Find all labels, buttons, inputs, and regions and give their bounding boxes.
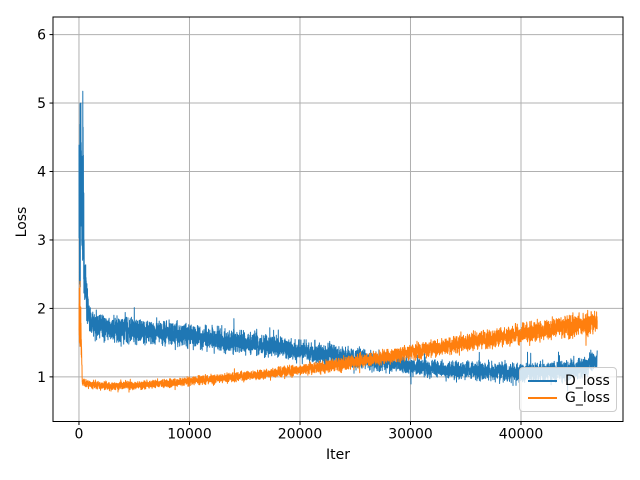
x-axis-label: Iter bbox=[326, 447, 350, 463]
legend-label-d-loss: D_loss bbox=[565, 372, 610, 389]
y-tick-label: 1 bbox=[37, 370, 46, 386]
y-tick-label: 3 bbox=[37, 233, 46, 249]
legend-item-d-loss: D_loss bbox=[528, 372, 610, 389]
d-loss-line-swatch bbox=[528, 379, 557, 382]
x-tick-label: 40000 bbox=[499, 427, 544, 443]
legend: D_loss G_loss bbox=[519, 367, 617, 412]
legend-label-g-loss: G_loss bbox=[565, 390, 610, 407]
x-tick-label: 0 bbox=[75, 427, 84, 443]
d-loss-curve bbox=[78, 90, 598, 392]
x-tick-label: 30000 bbox=[388, 427, 433, 443]
y-axis-label: Loss bbox=[14, 206, 30, 238]
y-tick-label: 5 bbox=[37, 96, 46, 112]
g-loss-line-swatch bbox=[528, 397, 557, 400]
axes-spines bbox=[52, 16, 624, 422]
x-tick-label: 20000 bbox=[278, 427, 323, 443]
legend-item-g-loss: G_loss bbox=[528, 390, 610, 407]
y-tick-label: 2 bbox=[37, 301, 46, 317]
x-tick-label: 10000 bbox=[167, 427, 212, 443]
g-loss-curve bbox=[78, 280, 598, 393]
y-tick-label: 4 bbox=[37, 165, 46, 181]
y-tick-label: 6 bbox=[37, 28, 46, 44]
